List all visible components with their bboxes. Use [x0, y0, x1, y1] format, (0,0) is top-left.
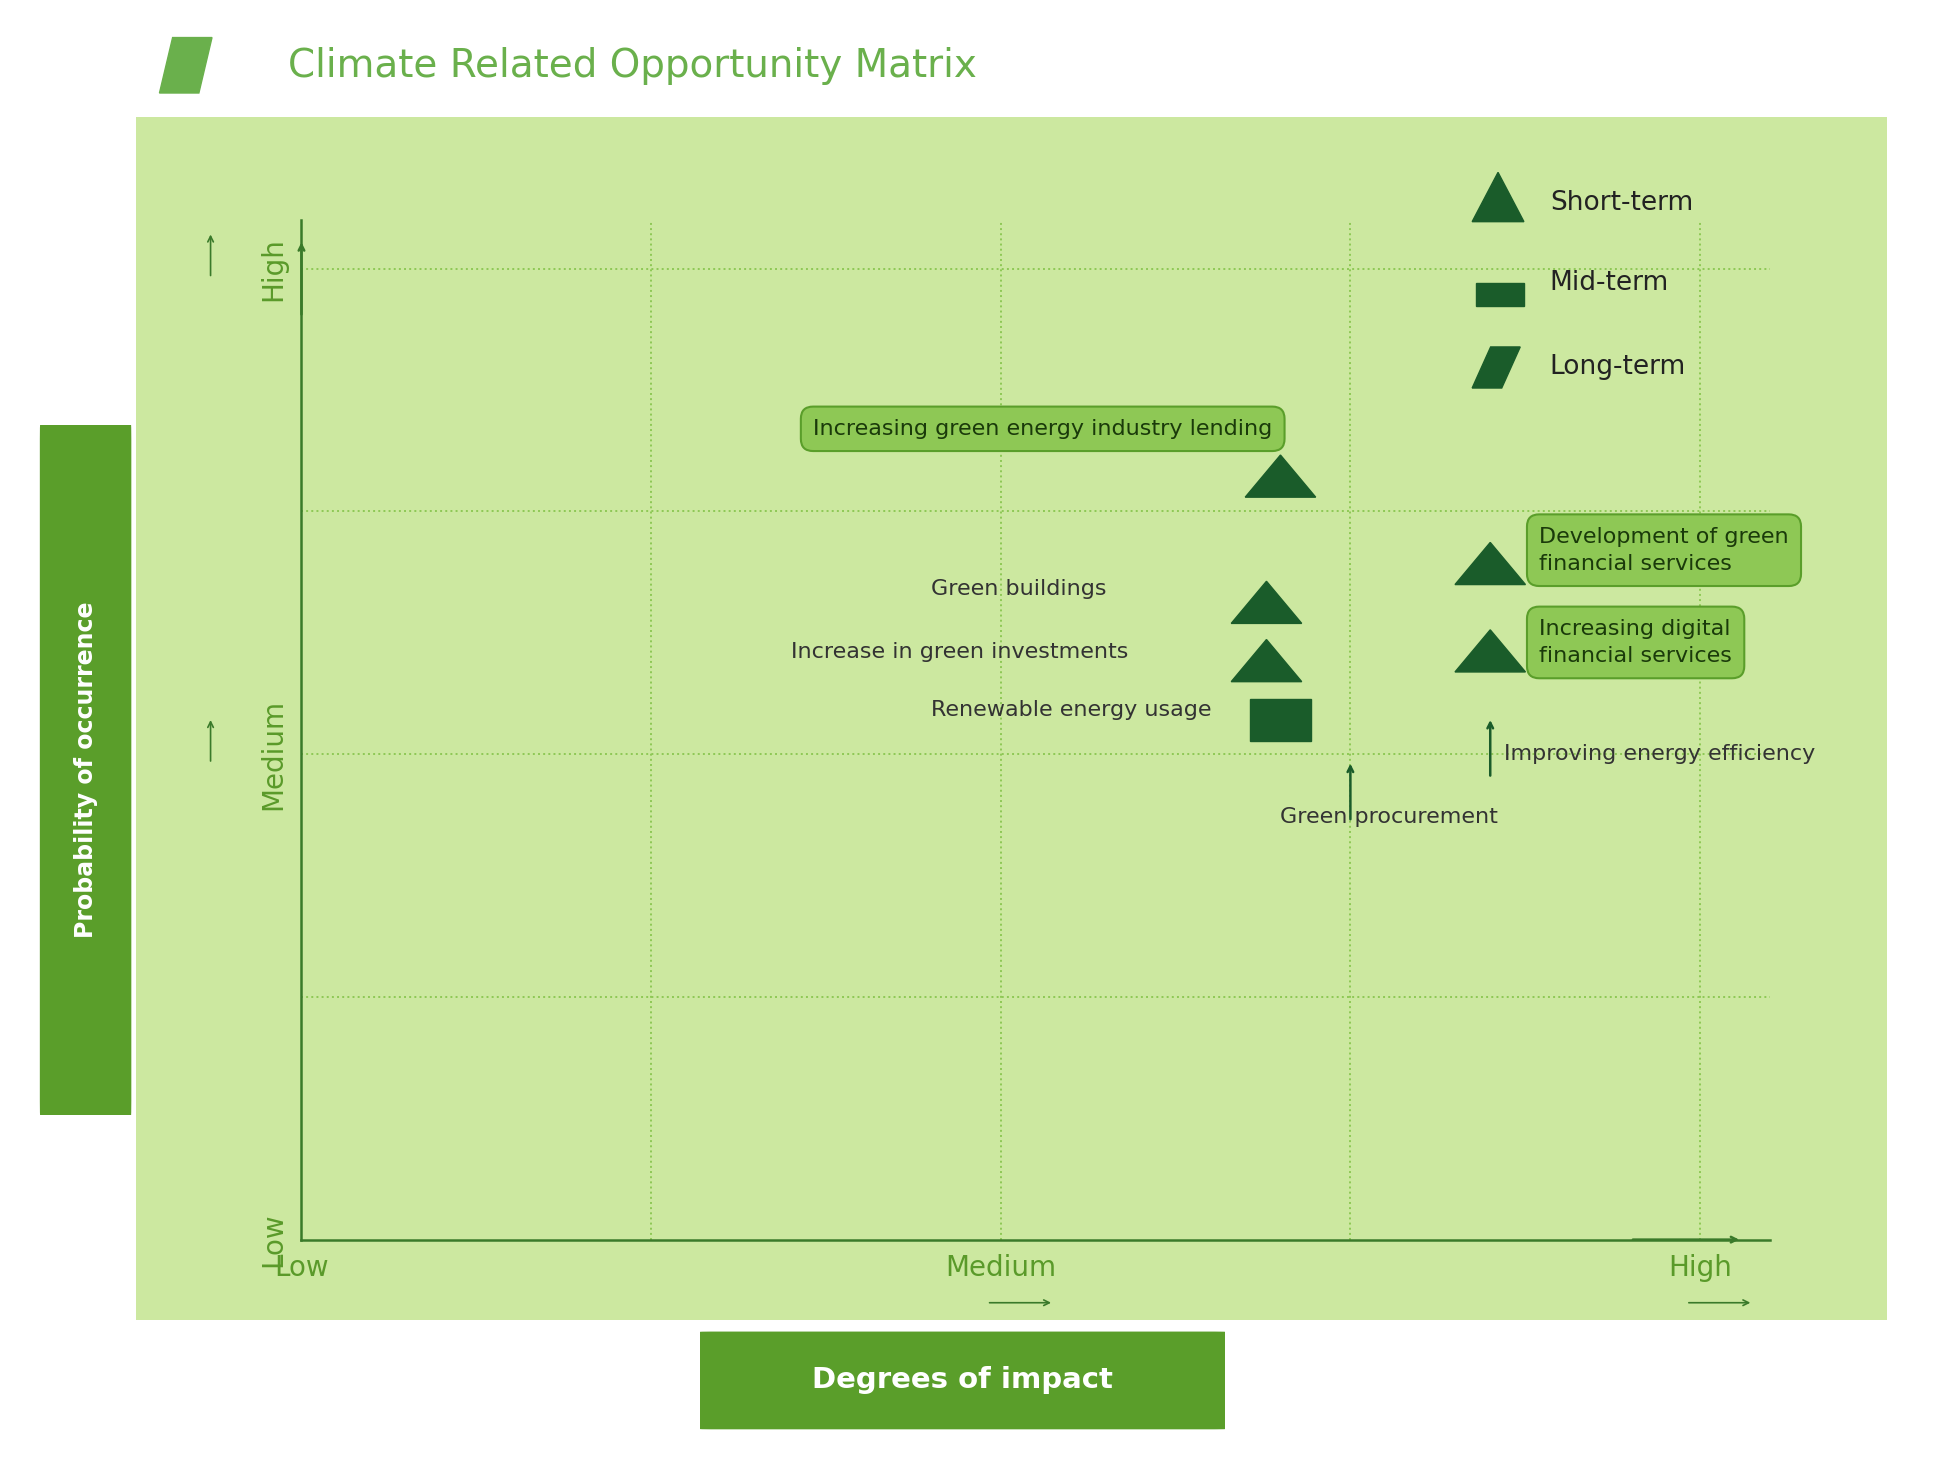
Bar	[1251, 698, 1311, 741]
Text: Improving energy efficiency: Improving energy efficiency	[1503, 744, 1815, 764]
Text: Degrees of impact: Degrees of impact	[813, 1366, 1113, 1395]
Text: Climate Related Opportunity Matrix: Climate Related Opportunity Matrix	[288, 47, 976, 85]
FancyBboxPatch shape	[673, 1332, 1253, 1429]
Polygon shape	[1455, 629, 1525, 672]
FancyBboxPatch shape	[39, 390, 132, 1150]
Polygon shape	[1472, 348, 1521, 387]
FancyBboxPatch shape	[66, 69, 1945, 1369]
Text: Increasing digital
financial services: Increasing digital financial services	[1538, 619, 1733, 666]
Text: Short-term: Short-term	[1550, 191, 1692, 216]
Polygon shape	[1231, 640, 1301, 682]
Polygon shape	[1245, 455, 1315, 497]
Text: Green procurement: Green procurement	[1280, 807, 1498, 827]
Polygon shape	[159, 38, 212, 92]
Text: Long-term: Long-term	[1550, 355, 1686, 380]
Text: Renewable energy usage: Renewable energy usage	[932, 700, 1212, 720]
Text: Probability of occurrence: Probability of occurrence	[74, 601, 97, 939]
Text: Increasing green energy industry lending: Increasing green energy industry lending	[813, 418, 1272, 439]
FancyBboxPatch shape	[1476, 283, 1525, 307]
Polygon shape	[1472, 172, 1525, 222]
Polygon shape	[1231, 581, 1301, 623]
Text: Development of green
financial services: Development of green financial services	[1538, 527, 1789, 574]
Text: Mid-term: Mid-term	[1550, 270, 1669, 296]
Text: Green buildings: Green buildings	[932, 579, 1107, 599]
Polygon shape	[1455, 543, 1525, 584]
Text: Increase in green investments: Increase in green investments	[792, 643, 1128, 662]
